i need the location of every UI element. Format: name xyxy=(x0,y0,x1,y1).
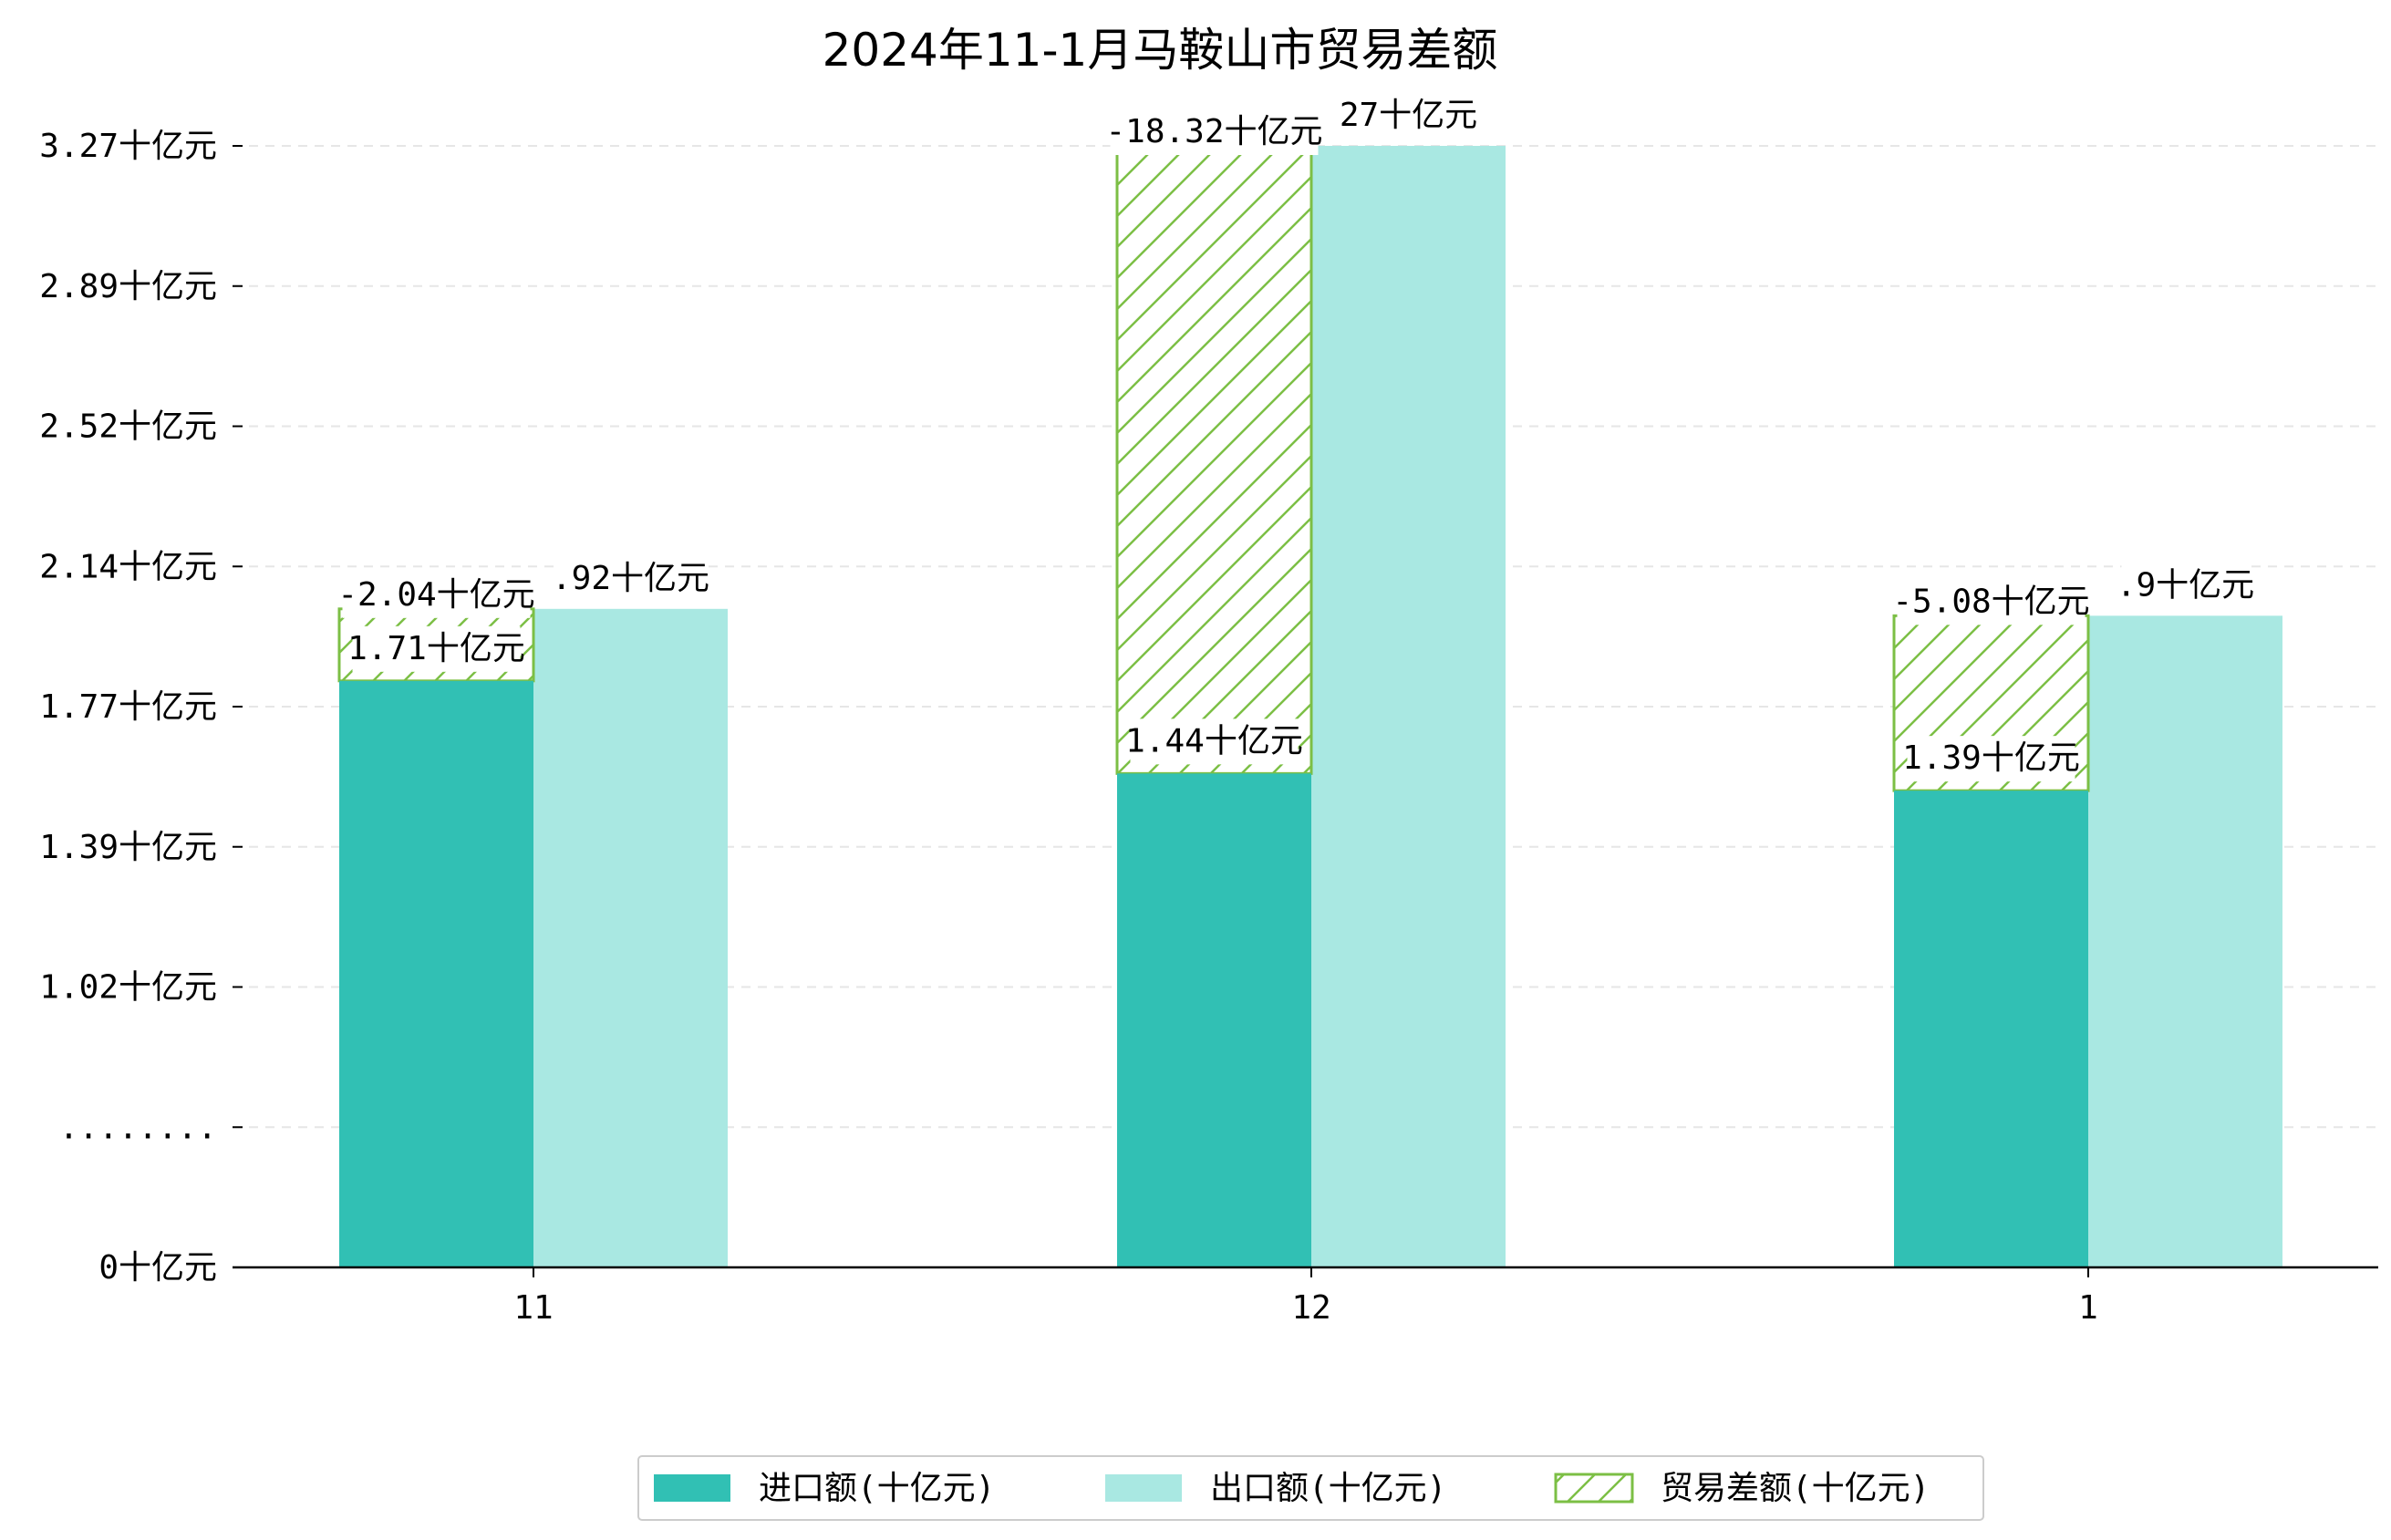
x-tick-label: 11 xyxy=(513,1289,553,1327)
y-tick-label: 1.39十亿元 xyxy=(39,829,217,866)
chart-title: 2024年11-1月马鞍山市贸易差额 xyxy=(823,24,1498,77)
y-tick-label: 3.27十亿元 xyxy=(39,128,217,165)
label-export: 27十亿元 xyxy=(1340,97,1477,134)
label-export-bg xyxy=(556,555,705,602)
y-tick-label: 1.77十亿元 xyxy=(39,688,217,726)
label-export-bg xyxy=(1344,93,1473,139)
legend-trade-balance-swatch xyxy=(1554,1473,1634,1504)
legend-box xyxy=(637,1455,1984,1521)
y-tick-label: 2.14十亿元 xyxy=(39,548,217,585)
x-axis: 11 12 1 xyxy=(233,1266,2378,1327)
bar-import xyxy=(1117,773,1311,1267)
y-tick-label: 1.02十亿元 xyxy=(39,969,217,1007)
bar-export xyxy=(2088,615,2282,1267)
y-tick-label: 2.52十亿元 xyxy=(39,408,217,446)
label-export: .9十亿元 xyxy=(2117,566,2254,604)
label-trade-balance: -18.32十亿元 xyxy=(1105,113,1322,150)
label-trade-balance-bg xyxy=(1897,579,2086,625)
label-import-bg xyxy=(352,625,521,672)
label-import: 1.39十亿元 xyxy=(1902,739,2080,777)
bar-import xyxy=(1894,791,2088,1267)
label-import-bg xyxy=(1907,736,2075,782)
y-tick-label: ........ xyxy=(59,1109,217,1146)
legend-export-label: 出口额(十亿元) xyxy=(1210,1470,1446,1507)
y-axis: 0十亿元........ 1.02十亿元 1.39十亿元 1.77十亿元 2.14十亿元… xyxy=(39,128,243,1287)
label-trade-balance: -2.04十亿元 xyxy=(337,576,534,614)
legend-import-label: 进口额(十亿元) xyxy=(759,1470,995,1507)
label-import: 1.44十亿元 xyxy=(1125,722,1303,760)
label-export-bg xyxy=(2121,563,2250,609)
y-tick-label: 0十亿元 xyxy=(98,1249,217,1287)
legend-import-swatch xyxy=(654,1474,730,1502)
x-tick-label: 1 xyxy=(2078,1289,2098,1327)
x-tick-label: 12 xyxy=(1291,1289,1330,1327)
bar-trade-balance xyxy=(1115,144,1313,775)
label-import-bg xyxy=(1130,718,1299,765)
legend: 进口额(十亿元) 出口额(十亿元) 贸易差额(十亿元) xyxy=(637,1455,1984,1521)
legend-trade-balance-label: 贸易差额(十亿元) xyxy=(1661,1470,1930,1507)
bar-import xyxy=(339,680,533,1267)
legend-export-swatch xyxy=(1105,1474,1182,1502)
bar-export xyxy=(533,608,728,1267)
bars xyxy=(337,144,2282,1267)
label-export: .92十亿元 xyxy=(552,560,709,597)
label-import: 1.71十亿元 xyxy=(347,630,525,667)
y-tick-label: 2.89十亿元 xyxy=(39,268,217,305)
bar-export xyxy=(1311,146,1506,1267)
data-labels: .92十亿元 -2.04十亿元 1.71十亿元 27十亿元 -18.32十亿元 1.44十… xyxy=(337,93,2254,782)
label-trade-balance-bg xyxy=(342,572,531,618)
label-trade-balance-bg xyxy=(1110,109,1319,155)
label-trade-balance: -5.08十亿元 xyxy=(1892,583,2089,620)
